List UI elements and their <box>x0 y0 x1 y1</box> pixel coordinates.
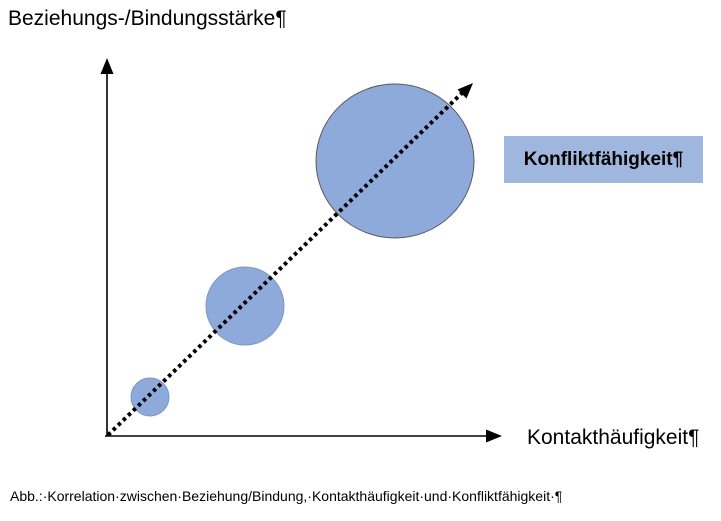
medium-circle <box>205 266 285 346</box>
conflict-ability-label: Konfliktfähigkeit¶ <box>523 148 684 170</box>
x-axis-title: Kontakthäufigkeit¶ <box>527 426 700 449</box>
trend-dotted-line <box>106 91 464 437</box>
trend-arrowhead <box>457 83 473 99</box>
x-axis-arrowhead <box>486 429 502 443</box>
y-axis-arrowhead <box>100 58 114 74</box>
figure-caption: Abb.:·Korrelation·zwischen·Beziehung/Bin… <box>10 488 563 504</box>
conflict-ability-label-box: Konfliktfähigkeit¶ <box>504 136 703 183</box>
large-circle <box>315 83 475 239</box>
y-axis-title: Beziehungs-/Bindungsstärke¶ <box>8 7 287 30</box>
